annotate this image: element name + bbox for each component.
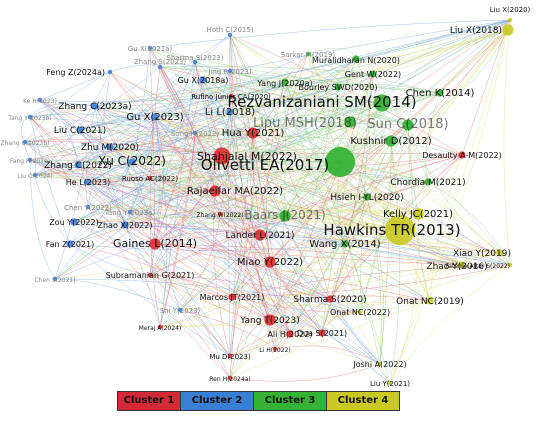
node-label: Zhang C(2023a) xyxy=(58,102,131,112)
node-label: Zhang S(2023) xyxy=(134,58,187,66)
network-node[interactable] xyxy=(502,24,513,35)
node-label: Desaulty A-M(2022) xyxy=(422,151,502,160)
node-label: Liu O(2024) xyxy=(17,173,52,180)
node-label: Fateme Attar S(2022) xyxy=(445,263,510,270)
node-label: Miao Y(2022) xyxy=(237,257,303,268)
node-label: Onat NC(2019) xyxy=(396,297,464,307)
node-label: He L(2023) xyxy=(66,178,111,187)
node-label: Subramanian G(2021) xyxy=(106,271,195,280)
node-label: Xu C(2022) xyxy=(98,154,166,168)
node-label: Onat NC(2022) xyxy=(330,308,390,317)
node-label: Meraj A(2024) xyxy=(139,325,182,332)
node-label: Tang Y(2023a) xyxy=(104,209,156,217)
node-label: Xiao Y(2019) xyxy=(453,249,511,259)
node-label: Gu X(2018a) xyxy=(178,76,229,85)
node-label: Feng Z(2024a) xyxy=(46,68,105,77)
node-label: Zhao X(2022) xyxy=(98,221,153,230)
node-label: Olivetti EA(2017) xyxy=(201,156,330,174)
node-label: Sun C(2018) xyxy=(367,117,448,132)
node-label: Kelly JC(2021) xyxy=(383,209,453,220)
node-label: Ren H(2024a) xyxy=(209,376,250,383)
node-label: Liu X(2018) xyxy=(450,26,502,36)
node-label: Lander L(2021) xyxy=(226,231,295,241)
node-label: Wang X(2014) xyxy=(309,239,380,250)
node-label: Gu X(2021a) xyxy=(128,45,173,53)
citation-link xyxy=(22,117,30,160)
node-label: Zhang W(2022) xyxy=(197,212,244,219)
network-node[interactable] xyxy=(508,18,512,22)
node-label: Joshi A(2022) xyxy=(352,360,406,369)
node-label: Kushnir D(2012) xyxy=(350,136,431,147)
node-label: Ke H(2023) xyxy=(23,98,57,105)
node-label: Li H(2022) xyxy=(259,347,290,354)
node-label: Li L(2018) xyxy=(205,107,255,118)
node-label: Marcos JT(2021) xyxy=(200,293,265,302)
legend-cluster-3: Cluster 3 xyxy=(254,392,327,410)
network-node[interactable] xyxy=(108,70,112,74)
node-label: Baars J(2021) xyxy=(244,208,325,222)
node-label: Zou Y(2022) xyxy=(49,218,98,227)
node-label: Mu D(2023) xyxy=(209,353,251,361)
node-label: Zhu M(2020) xyxy=(81,143,139,153)
legend-cluster-2: Cluster 2 xyxy=(181,392,254,410)
node-label: Sharma S(2020) xyxy=(293,295,366,305)
node-label: Tang Y(2023b) xyxy=(7,115,51,122)
legend-cluster-4: Cluster 4 xyxy=(327,392,399,410)
node-label: Zhang C(2023b) xyxy=(0,140,49,147)
node-label: Dua S(2021) xyxy=(297,329,347,338)
node-label: Liu C(2021) xyxy=(54,126,106,136)
node-label: Hoth C(2015) xyxy=(206,26,253,34)
node-label: Rajaeifar MA(2022) xyxy=(187,186,283,197)
node-label: Shi Y(2023) xyxy=(160,307,201,315)
node-label: Ruoso AC(2022) xyxy=(122,175,179,183)
node-label: Chordia M(2021) xyxy=(390,178,465,188)
node-label: Song H(2022) xyxy=(171,130,220,138)
citation-link xyxy=(390,265,510,383)
node-label: Hawkins TR(2013) xyxy=(323,221,460,239)
node-label: Bourley SWD(2020) xyxy=(299,83,378,92)
legend-cluster-1: Cluster 1 xyxy=(118,392,181,410)
node-label: Muralidharan N(2020) xyxy=(312,56,400,65)
node-label: Hua Y(2021) xyxy=(222,128,285,139)
node-label: Gaines L(2014) xyxy=(113,237,197,250)
node-label: Gu X(2023) xyxy=(126,112,183,123)
node-label: Chen S(2021) xyxy=(34,277,75,284)
citation-link xyxy=(504,20,510,265)
cluster-legend: Cluster 1 Cluster 2 Cluster 3 Cluster 4 xyxy=(117,391,400,411)
node-label: Liu X(2020) xyxy=(490,6,531,14)
node-label: Gent W(2022) xyxy=(345,70,401,79)
node-label: Fan Z(2021) xyxy=(46,240,94,249)
network-node[interactable] xyxy=(325,147,355,177)
node-label: Liu Y(2021) xyxy=(370,380,410,388)
node-label: Jing R(2023) xyxy=(207,68,252,76)
node-label: Yang T(2023) xyxy=(239,316,299,326)
node-label: Rezvanizaniani SM(2014) xyxy=(227,93,416,111)
node-label: Hsieh I-YL(2020) xyxy=(330,193,403,203)
